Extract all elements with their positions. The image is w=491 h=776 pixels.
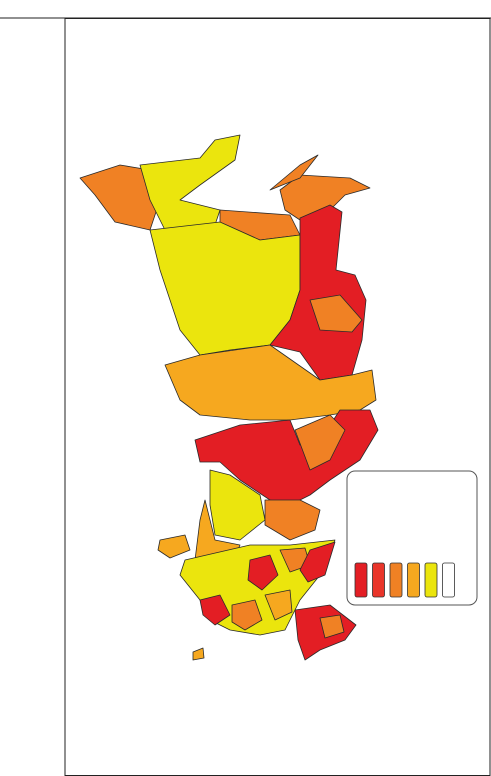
region [192, 647, 205, 661]
region [294, 414, 346, 471]
region [319, 614, 345, 639]
region [209, 469, 266, 541]
region [279, 174, 371, 221]
region [164, 344, 377, 421]
region [264, 499, 321, 541]
region [139, 134, 241, 231]
region [299, 541, 336, 583]
region [231, 599, 263, 631]
legend-swatch [424, 562, 438, 598]
regions [79, 134, 379, 661]
legend-swatches [354, 562, 455, 598]
legend-swatch [407, 562, 420, 598]
region [157, 534, 191, 559]
region [269, 204, 367, 381]
region [79, 164, 161, 231]
region [269, 154, 319, 191]
legend-swatch [389, 562, 403, 598]
region [199, 594, 231, 626]
region [309, 294, 363, 333]
legend-swatch [442, 562, 455, 598]
legend-swatch [354, 562, 368, 598]
legend-swatch [372, 562, 385, 598]
region [247, 554, 279, 591]
region [264, 589, 293, 621]
